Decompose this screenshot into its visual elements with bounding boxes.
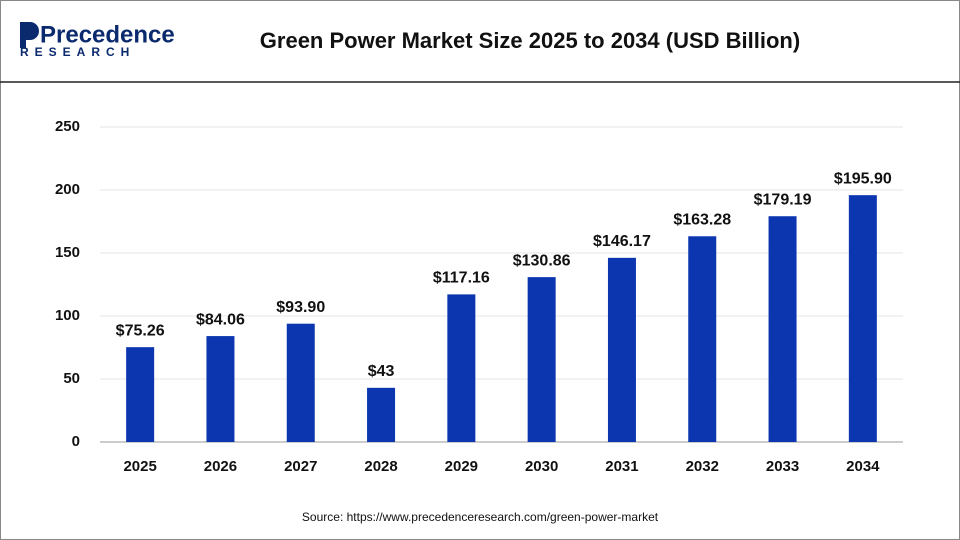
value-label: $179.19 xyxy=(754,191,812,208)
y-tick-label: 250 xyxy=(55,118,80,135)
x-tick-label: 2028 xyxy=(364,458,397,475)
value-label: $195.90 xyxy=(834,170,892,187)
y-tick-label: 200 xyxy=(55,181,80,198)
bar xyxy=(848,195,877,442)
bar xyxy=(367,387,396,442)
value-label: $117.16 xyxy=(433,270,490,287)
value-label: $93.90 xyxy=(276,299,325,316)
value-label: $75.26 xyxy=(116,322,165,339)
x-tick-label: 2029 xyxy=(445,458,478,475)
value-label: $146.17 xyxy=(593,233,651,250)
value-label: $43 xyxy=(368,363,395,380)
x-tick-label: 2026 xyxy=(204,458,237,475)
y-tick-label: 0 xyxy=(72,433,80,450)
x-tick-label: 2025 xyxy=(123,458,156,475)
bar xyxy=(206,336,235,442)
y-tick-label: 50 xyxy=(63,370,80,387)
logo-icon xyxy=(20,22,39,48)
value-label: $130.86 xyxy=(513,252,571,269)
bar xyxy=(286,323,315,442)
x-tick-label: 2033 xyxy=(766,458,799,475)
source: Source: https://www.precedenceresearch.c… xyxy=(302,510,659,524)
x-tick-label: 2032 xyxy=(686,458,719,475)
bar xyxy=(688,236,717,442)
x-tick-label: 2031 xyxy=(605,458,638,475)
chart-title: Green Power Market Size 2025 to 2034 (US… xyxy=(260,28,800,53)
x-tick-label: 2030 xyxy=(525,458,558,475)
bar xyxy=(447,294,476,442)
bar xyxy=(126,347,155,442)
y-tick-label: 100 xyxy=(55,307,80,324)
bar xyxy=(768,216,797,442)
brand-sub: RESEARCH xyxy=(20,45,135,59)
y-tick-label: 150 xyxy=(55,244,80,261)
brand: Precedence xyxy=(40,21,175,48)
value-label: $84.06 xyxy=(196,311,245,328)
x-tick-label: 2034 xyxy=(846,458,880,475)
bar xyxy=(527,277,556,442)
x-tick-label: 2027 xyxy=(284,458,317,475)
value-label: $163.28 xyxy=(673,211,731,228)
bar xyxy=(607,257,636,442)
